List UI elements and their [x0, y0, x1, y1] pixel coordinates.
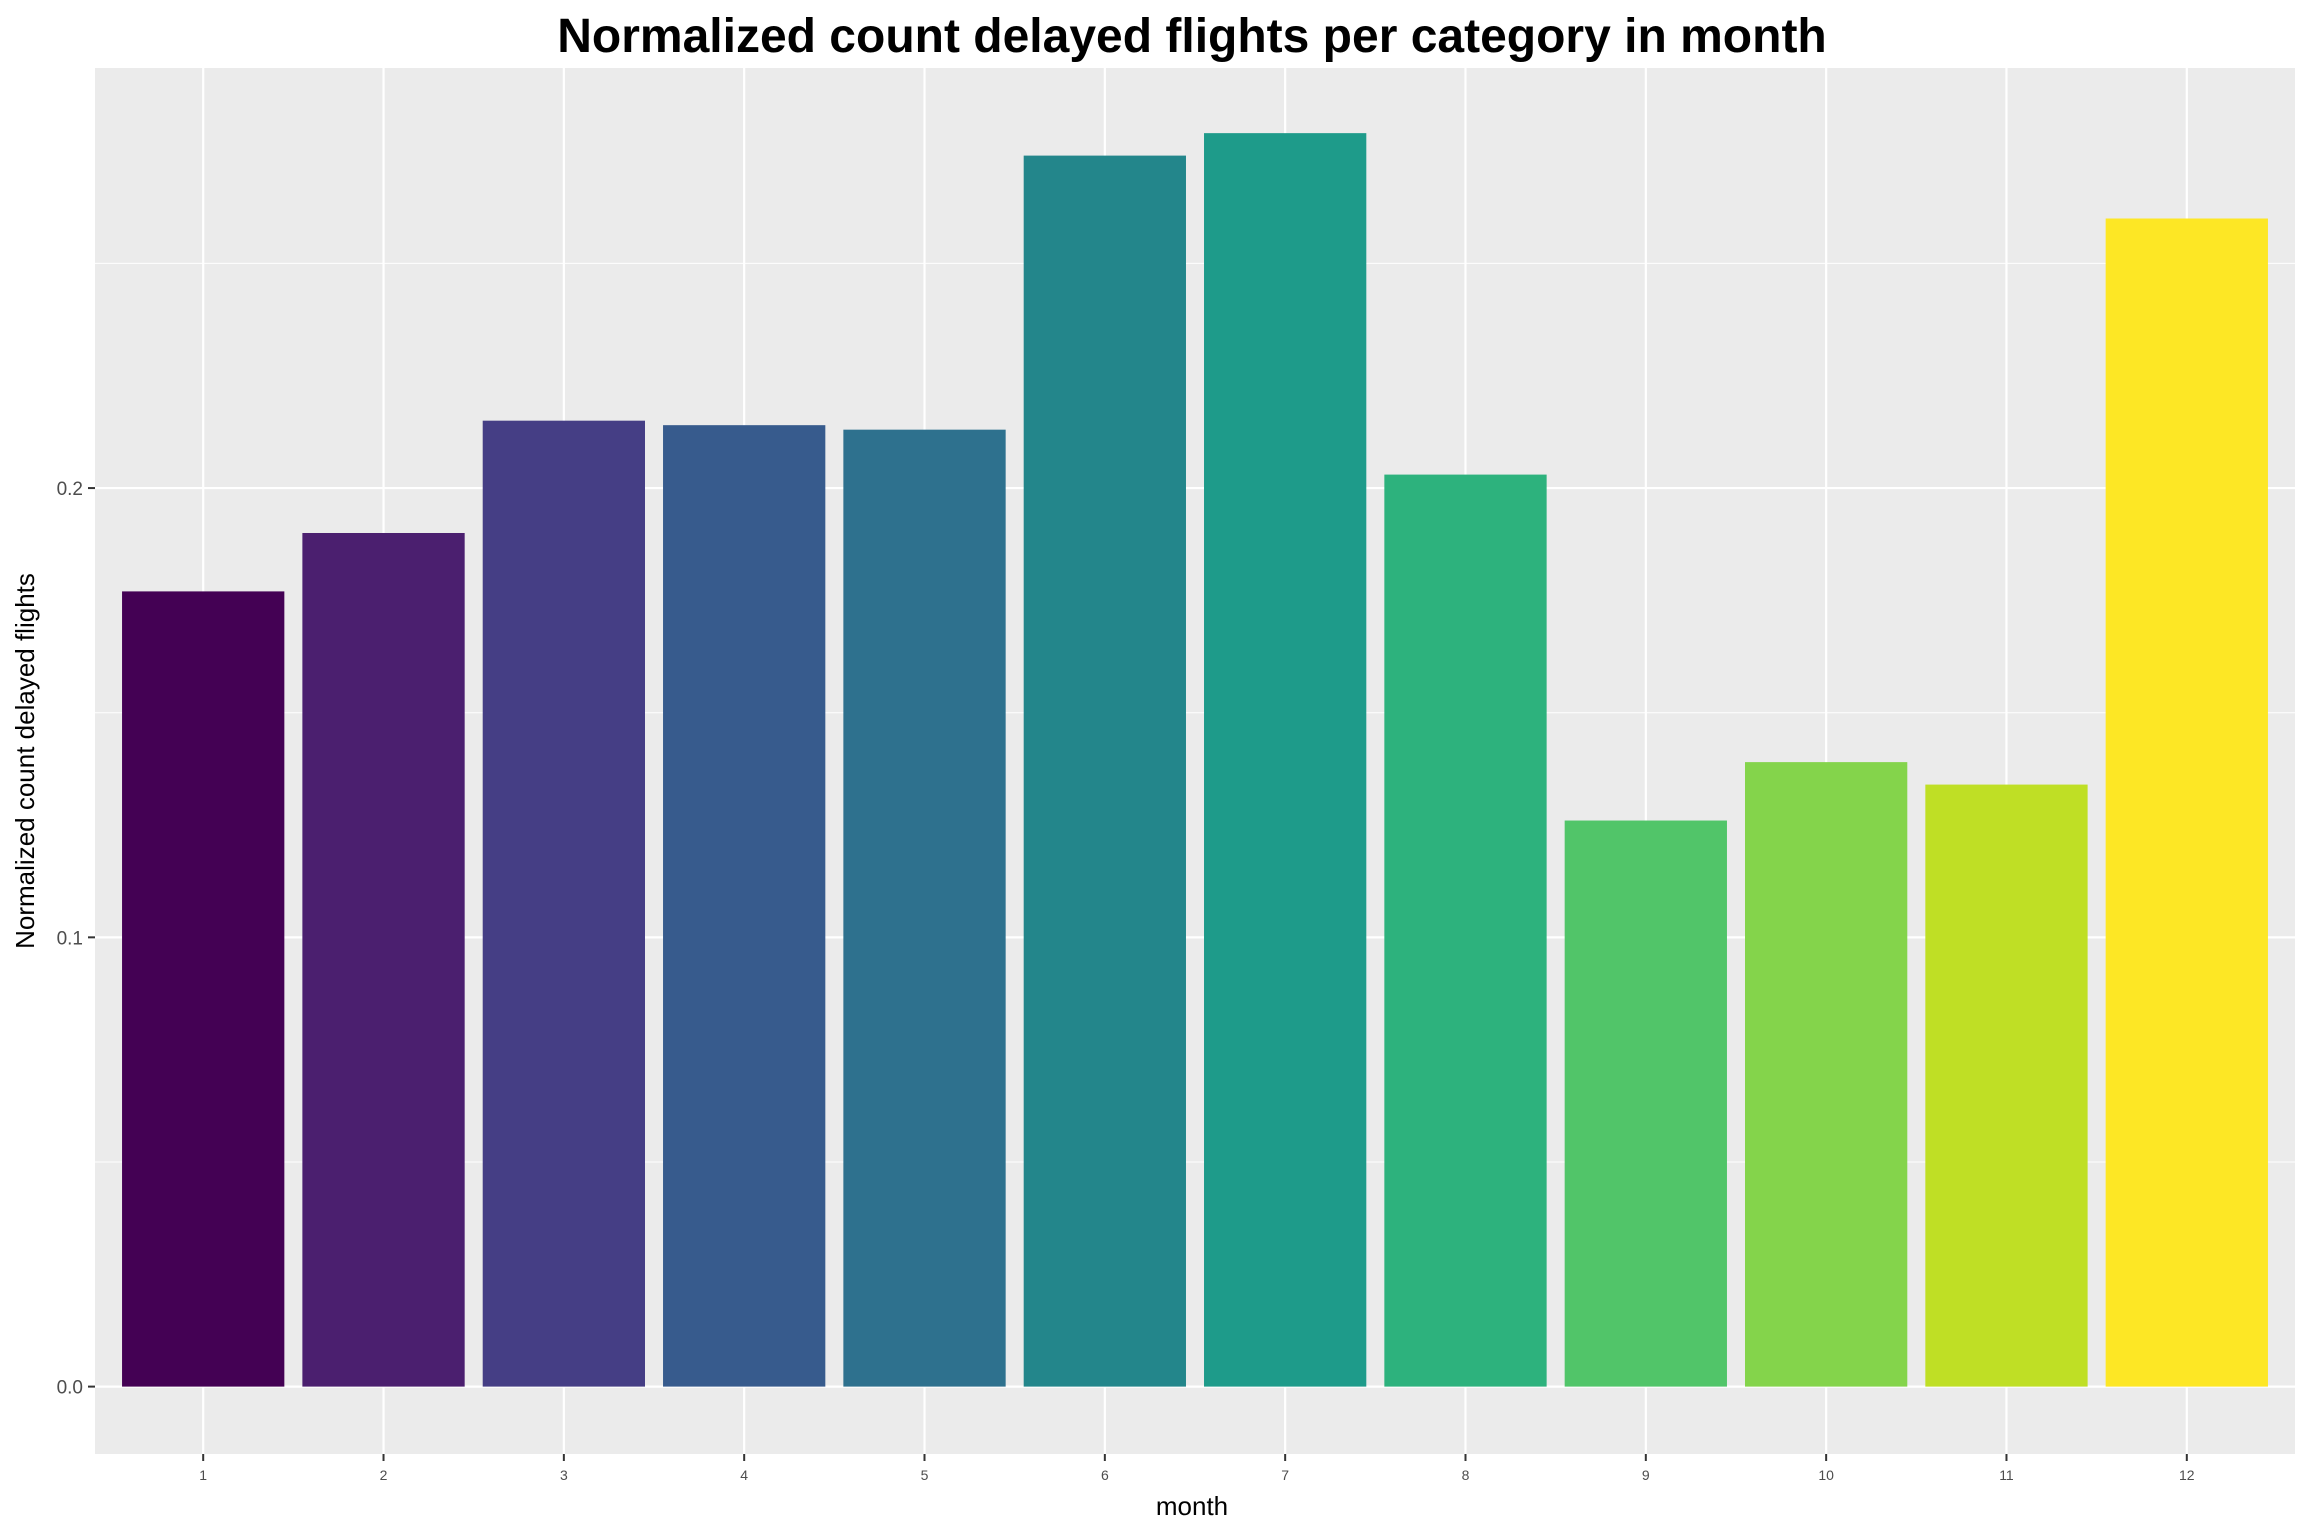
- bar-month-3: [482, 420, 645, 1387]
- bar-month-6: [1023, 155, 1186, 1387]
- y-tick-label: 0.1: [57, 928, 83, 949]
- x-tick-label: 12: [2179, 1467, 2195, 1483]
- bar-month-7: [1204, 133, 1367, 1387]
- x-tick-label: 3: [560, 1467, 568, 1483]
- y-tick-label: 0.2: [57, 479, 83, 500]
- bar-month-2: [302, 532, 465, 1387]
- bar-month-8: [1384, 474, 1547, 1387]
- x-tick-label: 7: [1281, 1467, 1289, 1483]
- y-axis-title: Normalized count delayed flights: [10, 573, 40, 949]
- y-axis-ticks: 0.0 0.1 0.2: [57, 479, 95, 1399]
- x-tick-label: 8: [1462, 1467, 1470, 1483]
- x-tick-label: 5: [921, 1467, 929, 1483]
- x-tick-label: 2: [380, 1467, 388, 1483]
- bar-month-1: [122, 591, 285, 1387]
- bar-month-4: [663, 425, 826, 1387]
- x-axis-ticks: 1 2 3 4 5 6 7 8 9 10 11 12: [199, 1454, 2195, 1483]
- bar-month-5: [843, 429, 1006, 1387]
- x-tick-label: 4: [740, 1467, 748, 1483]
- bar-month-10: [1745, 762, 1908, 1387]
- y-tick-label: 0.0: [57, 1378, 83, 1399]
- bar-month-12: [2105, 218, 2268, 1387]
- bar-month-9: [1564, 820, 1727, 1387]
- bars: [122, 133, 2268, 1387]
- x-tick-label: 11: [1999, 1467, 2014, 1483]
- x-tick-label: 10: [1818, 1467, 1834, 1483]
- x-tick-label: 9: [1642, 1467, 1650, 1483]
- chart-title: Normalized count delayed flights per cat…: [557, 10, 1827, 63]
- x-tick-label: 1: [199, 1467, 207, 1483]
- x-tick-label: 6: [1101, 1467, 1109, 1483]
- x-axis-title: month: [1156, 1491, 1228, 1521]
- bar-month-11: [1925, 784, 2088, 1387]
